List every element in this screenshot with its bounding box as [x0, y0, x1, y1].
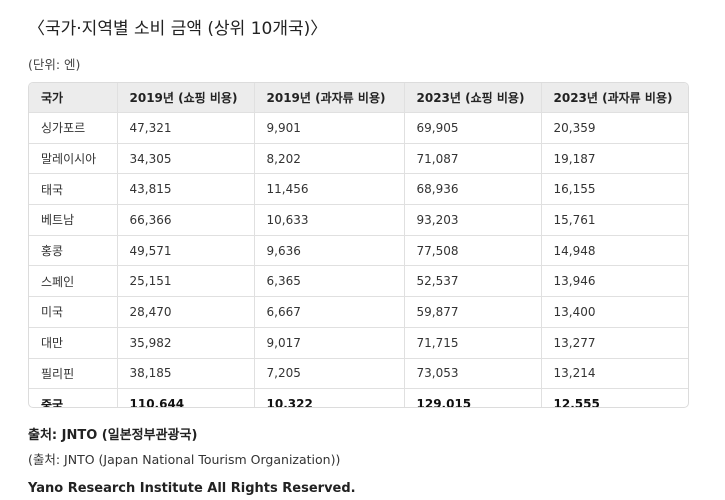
cell-2023-snacks: 13,946	[541, 265, 688, 298]
cell-country: 필리핀	[29, 358, 118, 390]
page-title: 〈국가·지역별 소비 금액 (상위 10개국)〉	[28, 19, 328, 39]
cell-2019-snacks: 7,205	[254, 358, 405, 390]
cell-country: 베트남	[29, 204, 118, 236]
cell-2019-shopping: 25,151	[117, 265, 255, 298]
header-2023-snacks: 2023년 (과자류 비용)	[541, 83, 688, 113]
cell-2023-snacks: 16,155	[541, 173, 688, 206]
cell-2023-shopping: 129,015	[404, 388, 542, 407]
cell-country: 말레이시아	[29, 143, 118, 175]
table-header-row: 국가 2019년 (쇼핑 비용) 2019년 (과자류 비용) 2023년 (쇼…	[29, 83, 688, 113]
table-row: 홍콩 49,571 9,636 77,508 14,948	[29, 235, 688, 267]
cell-2019-shopping: 43,815	[117, 173, 255, 206]
cell-country: 싱가포르	[29, 112, 118, 144]
cell-2023-shopping: 59,877	[404, 296, 542, 328]
cell-2019-snacks: 10,322	[254, 388, 405, 407]
cell-2023-shopping: 93,203	[404, 204, 542, 236]
cell-2019-shopping: 28,470	[117, 296, 255, 328]
cell-2023-snacks: 15,761	[541, 204, 688, 236]
cell-2023-shopping: 77,508	[404, 235, 542, 267]
spending-table: 국가 2019년 (쇼핑 비용) 2019년 (과자류 비용) 2023년 (쇼…	[28, 82, 689, 408]
table-row: 베트남 66,366 10,633 93,203 15,761	[29, 204, 688, 236]
cell-2019-snacks: 9,636	[254, 235, 405, 267]
header-2023-shopping: 2023년 (쇼핑 비용)	[404, 83, 542, 113]
cell-2019-shopping: 110,644	[117, 388, 255, 407]
table-row: 대만 35,982 9,017 71,715 13,277	[29, 327, 688, 359]
cell-country: 태국	[29, 173, 118, 206]
cell-country: 중국	[29, 388, 118, 407]
table-row: 스페인 25,151 6,365 52,537 13,946	[29, 265, 688, 298]
cell-2023-shopping: 52,537	[404, 265, 542, 298]
table-body: 싱가포르 47,321 9,901 69,905 20,359 말레이시아 34,305 8,…	[29, 112, 688, 408]
copyright-notice: Yano Research Institute All Rights Reser…	[28, 481, 356, 496]
cell-2023-snacks: 20,359	[541, 112, 688, 144]
header-country: 국가	[29, 83, 118, 113]
header-2019-shopping: 2019년 (쇼핑 비용)	[117, 83, 255, 113]
source-english: (출처: JNTO (Japan National Tourism Organi…	[28, 452, 341, 467]
cell-2023-shopping: 69,905	[404, 112, 542, 144]
cell-2019-snacks: 10,633	[254, 204, 405, 236]
cell-2023-shopping: 73,053	[404, 358, 542, 390]
cell-2019-snacks: 6,667	[254, 296, 405, 328]
table-row: 미국 28,470 6,667 59,877 13,400	[29, 296, 688, 328]
cell-2019-shopping: 66,366	[117, 204, 255, 236]
header-2019-snacks: 2019년 (과자류 비용)	[254, 83, 405, 113]
cell-country: 홍콩	[29, 235, 118, 267]
table-row: 중국 110,644 10,322 129,015 12,555	[29, 388, 688, 408]
unit-note: (단위: 엔)	[28, 57, 81, 72]
cell-2019-shopping: 35,982	[117, 327, 255, 359]
cell-2019-snacks: 9,017	[254, 327, 405, 359]
cell-2019-snacks: 6,365	[254, 265, 405, 298]
cell-2019-snacks: 11,456	[254, 173, 405, 206]
cell-2023-shopping: 71,715	[404, 327, 542, 359]
cell-country: 대만	[29, 327, 118, 359]
table-row: 태국 43,815 11,456 68,936 16,155	[29, 173, 688, 206]
cell-2023-snacks: 13,277	[541, 327, 688, 359]
cell-2019-shopping: 47,321	[117, 112, 255, 144]
cell-2019-shopping: 49,571	[117, 235, 255, 267]
cell-country: 스페인	[29, 265, 118, 298]
table-row: 말레이시아 34,305 8,202 71,087 19,187	[29, 143, 688, 175]
cell-2019-shopping: 38,185	[117, 358, 255, 390]
cell-2023-snacks: 19,187	[541, 143, 688, 175]
cell-2023-snacks: 13,214	[541, 358, 688, 390]
source-korean: 출처: JNTO (일본정부관광국)	[28, 428, 198, 443]
cell-2023-shopping: 68,936	[404, 173, 542, 206]
cell-2023-snacks: 12,555	[553, 397, 600, 408]
cell-2023-snacks: 13,400	[541, 296, 688, 328]
table-row: 싱가포르 47,321 9,901 69,905 20,359	[29, 112, 688, 144]
table-row: 필리핀 38,185 7,205 73,053 13,214	[29, 358, 688, 390]
cell-2019-snacks: 9,901	[254, 112, 405, 144]
cell-2023-snacks: 14,948	[541, 235, 688, 267]
cell-2023-shopping: 71,087	[404, 143, 542, 175]
cell-country: 미국	[29, 296, 118, 328]
cell-2019-snacks: 8,202	[254, 143, 405, 175]
cell-2019-shopping: 34,305	[117, 143, 255, 175]
